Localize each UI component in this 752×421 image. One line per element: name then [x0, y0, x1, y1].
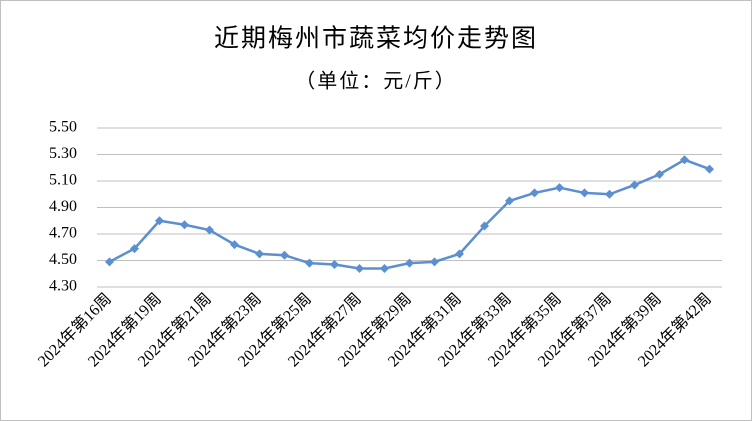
marker — [130, 244, 139, 254]
marker — [180, 220, 189, 230]
marker — [405, 258, 414, 268]
marker — [305, 258, 314, 268]
marker — [680, 155, 689, 165]
marker — [705, 164, 714, 174]
marker — [230, 240, 239, 250]
chart-subtitle: （单位：元/斤） — [295, 70, 457, 93]
y-tick-label: 5.30 — [49, 145, 77, 162]
marker — [380, 263, 389, 273]
marker — [430, 257, 439, 267]
marker — [655, 169, 664, 179]
marker — [105, 257, 114, 267]
chart-title: 近期梅州市蔬菜均价走势图 — [214, 25, 538, 53]
marker — [205, 225, 214, 235]
marker — [330, 259, 339, 269]
y-tick-label: 4.50 — [49, 251, 77, 268]
y-tick-label: 4.90 — [49, 198, 77, 215]
marker — [505, 196, 514, 206]
marker — [630, 180, 639, 190]
y-tick-label: 4.30 — [49, 278, 77, 295]
marker — [255, 249, 264, 259]
marker — [480, 221, 489, 231]
marker — [555, 183, 564, 193]
marker — [580, 188, 589, 198]
y-tick-label: 4.70 — [49, 225, 77, 242]
y-tick-label: 5.50 — [49, 119, 77, 136]
marker — [355, 263, 364, 273]
y-tick-label: 5.10 — [49, 172, 77, 189]
marker — [530, 188, 539, 198]
marker — [280, 250, 289, 260]
marker — [155, 216, 164, 226]
marker — [455, 249, 464, 259]
marker — [605, 189, 614, 199]
